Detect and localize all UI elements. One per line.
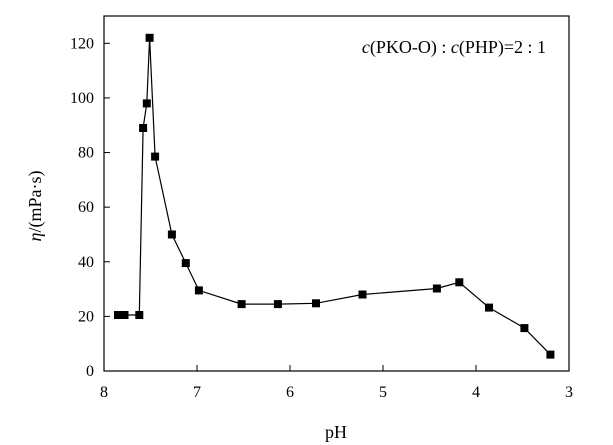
y-tick-label: 0 [86, 363, 94, 380]
data-point [114, 311, 122, 319]
y-tick-label: 100 [70, 90, 94, 107]
data-point [455, 278, 464, 287]
data-point [312, 299, 320, 308]
data-point [237, 300, 246, 309]
data-point [273, 300, 282, 309]
data-point [485, 303, 493, 312]
plot-frame [103, 15, 570, 372]
x-tick-label: 8 [100, 384, 108, 401]
chart-annotation: c(PKO-O) : c(PHP)=2 : 1 [362, 37, 546, 58]
x-tick-label: 7 [193, 384, 201, 401]
x-tick-label: 3 [565, 384, 573, 401]
data-markers [114, 33, 555, 359]
data-point [194, 286, 203, 295]
y-tick-label: 40 [78, 254, 94, 271]
x-tick-label: 5 [379, 384, 387, 401]
tick-labels: 8 7 6 5 4 3 0 20 40 60 80 100 120 [70, 35, 573, 401]
y-axis-label: η/(mPa·s) [25, 171, 46, 242]
y-tick-label: 120 [70, 35, 94, 52]
data-point [167, 230, 176, 239]
y-tick-label: 80 [78, 145, 94, 162]
data-point [546, 350, 555, 359]
y-tick-label: 20 [78, 308, 94, 325]
data-point [145, 33, 154, 42]
x-axis-label: pH [325, 422, 347, 442]
data-point [139, 124, 148, 132]
data-point [151, 152, 160, 161]
data-point [432, 284, 441, 293]
data-point [135, 311, 144, 319]
data-point [358, 290, 367, 299]
x-tick-label: 4 [472, 384, 480, 401]
data-point [181, 259, 190, 268]
y-tick-label: 60 [78, 199, 94, 216]
axis-ticks [103, 42, 570, 372]
x-tick-label: 6 [286, 384, 294, 401]
data-point [120, 311, 129, 319]
data-point [520, 324, 529, 333]
data-point [142, 99, 151, 108]
